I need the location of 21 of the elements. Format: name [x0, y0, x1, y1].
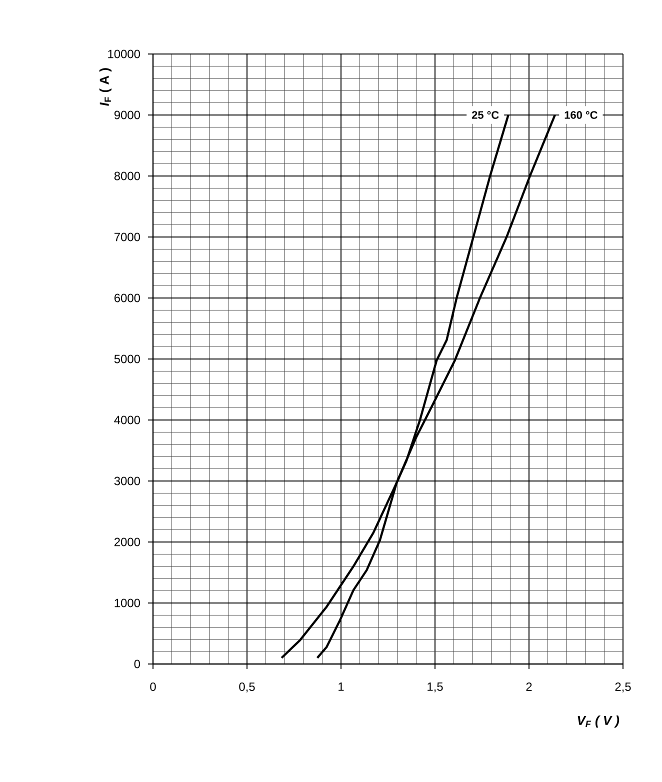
y-tick-label: 10000: [108, 50, 140, 58]
y-tick-label: 1000: [114, 598, 140, 608]
y-tick-label: 2000: [114, 538, 140, 546]
y-tick-label: 7000: [114, 232, 140, 242]
x-tick-label: 0: [150, 682, 156, 691]
y-tick-label: 3000: [114, 476, 140, 486]
x-tick-label: 0,5: [239, 682, 255, 692]
y-axis-title: I$_{F}$ ( A ): [99, 68, 112, 106]
series-label: 160 °C: [564, 111, 598, 119]
x-tick-label: 1: [338, 682, 344, 691]
series-label: 25 °C: [472, 111, 499, 119]
x-tick-label: 2: [526, 682, 532, 691]
x-axis-title: V$_{F}$ ( V ): [578, 716, 620, 728]
x-tick-label: 2,5: [615, 682, 631, 692]
y-tick-label: 6000: [114, 294, 140, 302]
y-tick-label: 0: [134, 660, 140, 668]
y-tick-label: 5000: [114, 354, 140, 364]
y-tick-label: 4000: [114, 416, 140, 424]
y-tick-label: 9000: [114, 110, 140, 120]
y-tick-label: 8000: [114, 172, 140, 180]
x-tick-label: 1,5: [428, 682, 443, 692]
